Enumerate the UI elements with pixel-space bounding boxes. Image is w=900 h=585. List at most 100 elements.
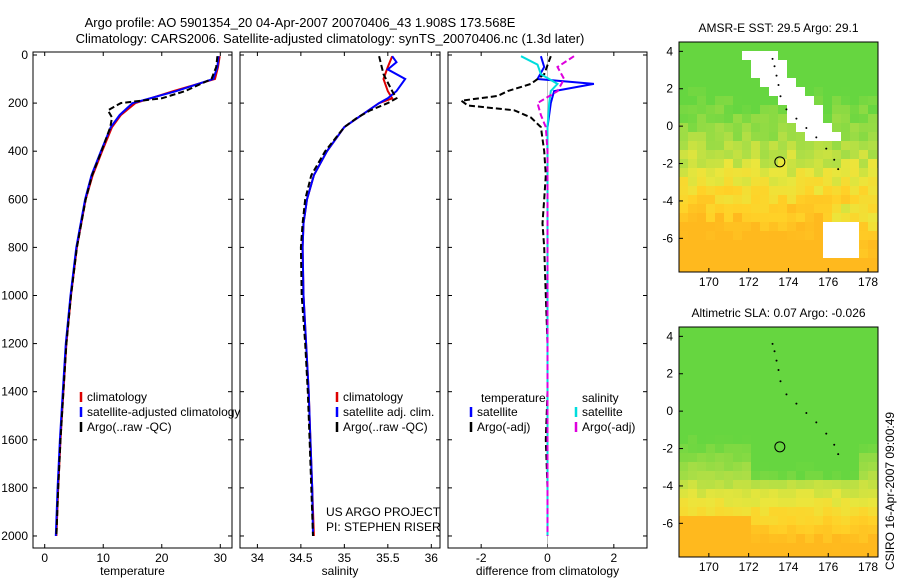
map-cell	[751, 267, 760, 272]
map-cell	[715, 525, 724, 534]
map-cell	[724, 213, 733, 222]
map-cell	[715, 114, 724, 123]
map-cell	[868, 105, 877, 114]
map-cell	[697, 87, 706, 96]
map-cell	[733, 525, 742, 534]
map-cell	[778, 354, 787, 363]
x-tick-label: 170	[699, 560, 719, 574]
map-cell	[814, 444, 823, 453]
map-cell	[733, 132, 742, 141]
map-cell	[697, 231, 706, 240]
map-cell	[859, 168, 868, 177]
map-panel-2: Altimetric SLA: 0.07 Argo: -0.026 170 172 1…	[662, 306, 879, 574]
map-cell	[814, 498, 823, 507]
map-cell	[733, 534, 742, 543]
map-cell	[859, 516, 868, 525]
map-cell	[814, 435, 823, 444]
map-cell	[697, 240, 706, 249]
map-cell	[868, 204, 877, 213]
map-cell	[868, 507, 877, 516]
map-cell	[679, 195, 688, 204]
map-cell	[742, 498, 751, 507]
map-cell	[787, 159, 796, 168]
map-cell	[733, 114, 742, 123]
map-cell	[769, 480, 778, 489]
map-cell	[706, 240, 715, 249]
map-cell	[706, 258, 715, 267]
map-cell	[688, 132, 697, 141]
map-cell	[733, 471, 742, 480]
map-cell	[823, 489, 832, 498]
map-cell	[850, 267, 859, 272]
y-tick-label: -6	[662, 516, 673, 530]
map-cell	[769, 177, 778, 186]
track-point	[775, 74, 778, 77]
y-tick-label: -4	[662, 479, 673, 493]
map-cell	[778, 60, 787, 69]
map-cell	[760, 177, 769, 186]
map-cell	[751, 399, 760, 408]
map-cell	[850, 534, 859, 543]
map-cell	[823, 240, 832, 249]
map-cell	[724, 327, 733, 336]
map-cell	[742, 363, 751, 372]
map-cell	[679, 417, 688, 426]
map-cell	[787, 327, 796, 336]
map-cell	[778, 435, 787, 444]
map-cell	[751, 222, 760, 231]
map-cell	[823, 453, 832, 462]
map-cell	[742, 204, 751, 213]
map-cell	[805, 462, 814, 471]
track-point	[833, 443, 836, 446]
map-cell	[715, 168, 724, 177]
map-cell	[751, 354, 760, 363]
map-cell	[823, 204, 832, 213]
map-cell	[688, 552, 697, 557]
map-cell	[796, 267, 805, 272]
map-cell	[778, 444, 787, 453]
map-cell	[733, 498, 742, 507]
map-cell	[751, 195, 760, 204]
map-cell	[706, 516, 715, 525]
map-cell	[805, 390, 814, 399]
map-cell	[697, 213, 706, 222]
map-cell	[733, 363, 742, 372]
project-note: US ARGO PROJECT	[326, 505, 441, 519]
map-cell	[688, 114, 697, 123]
map-cell	[823, 444, 832, 453]
map-cell	[733, 372, 742, 381]
map-cell	[760, 462, 769, 471]
map-cell	[688, 204, 697, 213]
map-cell	[679, 60, 688, 69]
legend-title: temperature	[481, 391, 546, 405]
track-point	[779, 380, 782, 383]
map-cell	[796, 195, 805, 204]
map-cell	[778, 177, 787, 186]
map-cell	[868, 141, 877, 150]
map-cell	[679, 516, 688, 525]
map-cell	[688, 372, 697, 381]
map-cell	[814, 426, 823, 435]
map-cell	[841, 552, 850, 557]
map-cell	[787, 381, 796, 390]
map-cell	[823, 249, 832, 258]
map-cell	[787, 408, 796, 417]
map-cell	[706, 543, 715, 552]
map-cell	[715, 489, 724, 498]
map-cell	[814, 150, 823, 159]
map-cell	[832, 69, 841, 78]
map-cell	[805, 399, 814, 408]
x-tick-label: 36	[425, 551, 439, 565]
map-cell	[814, 213, 823, 222]
legend-label: satellite	[582, 405, 623, 419]
map-cell	[796, 177, 805, 186]
map-cell	[742, 168, 751, 177]
map-cell	[697, 105, 706, 114]
map-cell	[724, 453, 733, 462]
map-cell	[769, 372, 778, 381]
map-cell	[805, 51, 814, 60]
map-cell	[805, 552, 814, 557]
y-tick-label: 600	[8, 192, 28, 206]
map-cell	[832, 87, 841, 96]
map-cell	[778, 195, 787, 204]
